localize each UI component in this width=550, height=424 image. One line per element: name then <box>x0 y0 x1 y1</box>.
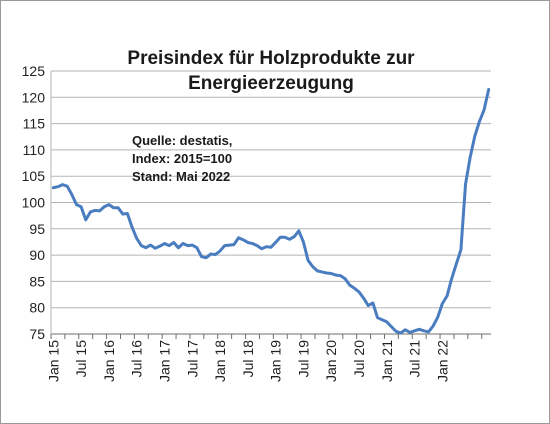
x-tick-label: Jul 17 <box>184 340 200 378</box>
y-tick-label: 125 <box>22 63 46 79</box>
y-tick-label: 90 <box>29 247 45 263</box>
y-tick-label: 85 <box>29 273 45 289</box>
x-tick-label: Jan 17 <box>156 340 172 382</box>
x-tick-label: Jan 16 <box>101 340 117 382</box>
y-tick-label: 105 <box>22 168 46 184</box>
y-tick-label: 95 <box>29 221 45 237</box>
chart-title: Preisindex für Holzprodukte zur Energiee… <box>127 48 415 94</box>
y-axis-ticks: 75 80 85 90 95 100 105 110 115 120 125 <box>22 63 46 342</box>
y-tick-label: 100 <box>22 195 46 211</box>
x-tick-label: Jan 20 <box>323 340 339 382</box>
title-line-2: Energieerzeugung <box>188 73 354 94</box>
x-tick-label: Jul 19 <box>295 340 311 378</box>
x-tick-label: Jan 18 <box>212 340 228 382</box>
x-axis <box>50 71 491 339</box>
series-line-path <box>51 87 491 335</box>
y-tick-label: 80 <box>29 300 45 316</box>
y-tick-label: 120 <box>22 89 46 105</box>
x-tick-label: Jul 15 <box>73 340 89 378</box>
annotation-date: Stand: Mai 2022 <box>132 169 230 184</box>
grid-lines <box>51 70 491 335</box>
y-tick-label: 115 <box>23 116 46 132</box>
title-line-1: Preisindex für Holzprodukte zur <box>127 48 415 69</box>
annotation-index: Index: 2015=100 <box>132 151 232 166</box>
y-tick-label: 75 <box>29 326 45 342</box>
x-tick-label: Jul 21 <box>407 340 423 378</box>
annotation-source: Quelle: destatis, <box>132 133 232 148</box>
x-tick-label: Jan 19 <box>268 340 284 382</box>
x-tick-label: Jan 22 <box>434 340 450 382</box>
series-line <box>51 87 491 335</box>
x-tick-label: Jul 16 <box>129 340 145 378</box>
y-tick-label: 110 <box>23 142 46 158</box>
source-annotation: Quelle: destatis, Index: 2015=100 Stand:… <box>132 133 232 184</box>
x-axis-ticks: Jan 15 Jul 15 Jan 16 Jul 16 Jan 17 Jul 17 Jan … <box>45 340 450 382</box>
x-tick-label: Jan 15 <box>45 340 61 382</box>
x-tick-label: Jul 18 <box>240 340 256 378</box>
x-tick-label: Jul 20 <box>351 340 367 378</box>
x-tick-label: Jan 21 <box>379 340 395 382</box>
